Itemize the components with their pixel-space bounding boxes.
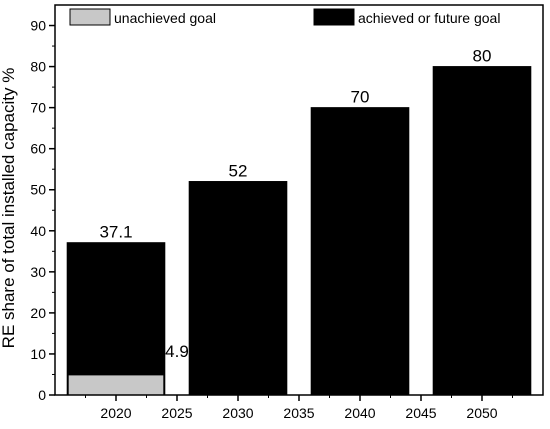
y-tick-label-90: 90 xyxy=(30,18,46,34)
overlay-bars-layer xyxy=(67,374,165,396)
data-label-2050: 80 xyxy=(473,47,492,66)
legend-label-unachieved-goal: unachieved goal xyxy=(114,10,216,26)
data-label-2020: 37.1 xyxy=(99,223,132,242)
y-tick-label-40: 40 xyxy=(30,223,46,239)
data-label-2040: 70 xyxy=(351,88,370,107)
overlay-bar-2020 xyxy=(67,374,165,396)
data-labels-layer: 37.1 52 70 80 4.9 xyxy=(99,47,491,362)
x-tick-label-2040: 2040 xyxy=(344,405,375,421)
y-tick-label-10: 10 xyxy=(30,346,46,362)
legend-swatch-achieved-goal xyxy=(313,8,355,26)
annotation-0: 4.9 xyxy=(165,342,189,361)
legend-swatch-unachieved-goal xyxy=(69,8,111,26)
y-tick-label-30: 30 xyxy=(30,264,46,280)
x-axis: 2020 2025 2030 2035 2040 2045 2050 xyxy=(85,395,513,421)
y-tick-label-70: 70 xyxy=(30,100,46,116)
bars-layer xyxy=(66,66,532,396)
y-tick-label-60: 60 xyxy=(30,141,46,157)
x-tick-label-2045: 2045 xyxy=(405,405,436,421)
data-label-2030: 52 xyxy=(229,162,248,181)
bar-2040 xyxy=(310,107,410,396)
x-tick-label-2035: 2035 xyxy=(283,405,314,421)
bar-2030 xyxy=(188,181,288,396)
x-tick-label-2020: 2020 xyxy=(100,405,131,421)
x-tick-label-2030: 2030 xyxy=(222,405,253,421)
y-axis: 0 10 20 30 40 50 60 70 80 90 xyxy=(30,18,55,403)
x-tick-label-2050: 2050 xyxy=(466,405,497,421)
y-tick-label-80: 80 xyxy=(30,59,46,75)
bar-2050 xyxy=(432,66,532,396)
y-axis-label: RE share of total installed capacity % xyxy=(0,68,18,349)
legend-label-achieved-goal: achieved or future goal xyxy=(358,10,500,26)
y-tick-label-0: 0 xyxy=(38,387,46,403)
y-tick-label-50: 50 xyxy=(30,182,46,198)
bar-2020 xyxy=(66,242,166,396)
y-tick-label-20: 20 xyxy=(30,305,46,321)
x-tick-label-2025: 2025 xyxy=(161,405,192,421)
legend: unachieved goal achieved or future goal xyxy=(69,8,500,26)
